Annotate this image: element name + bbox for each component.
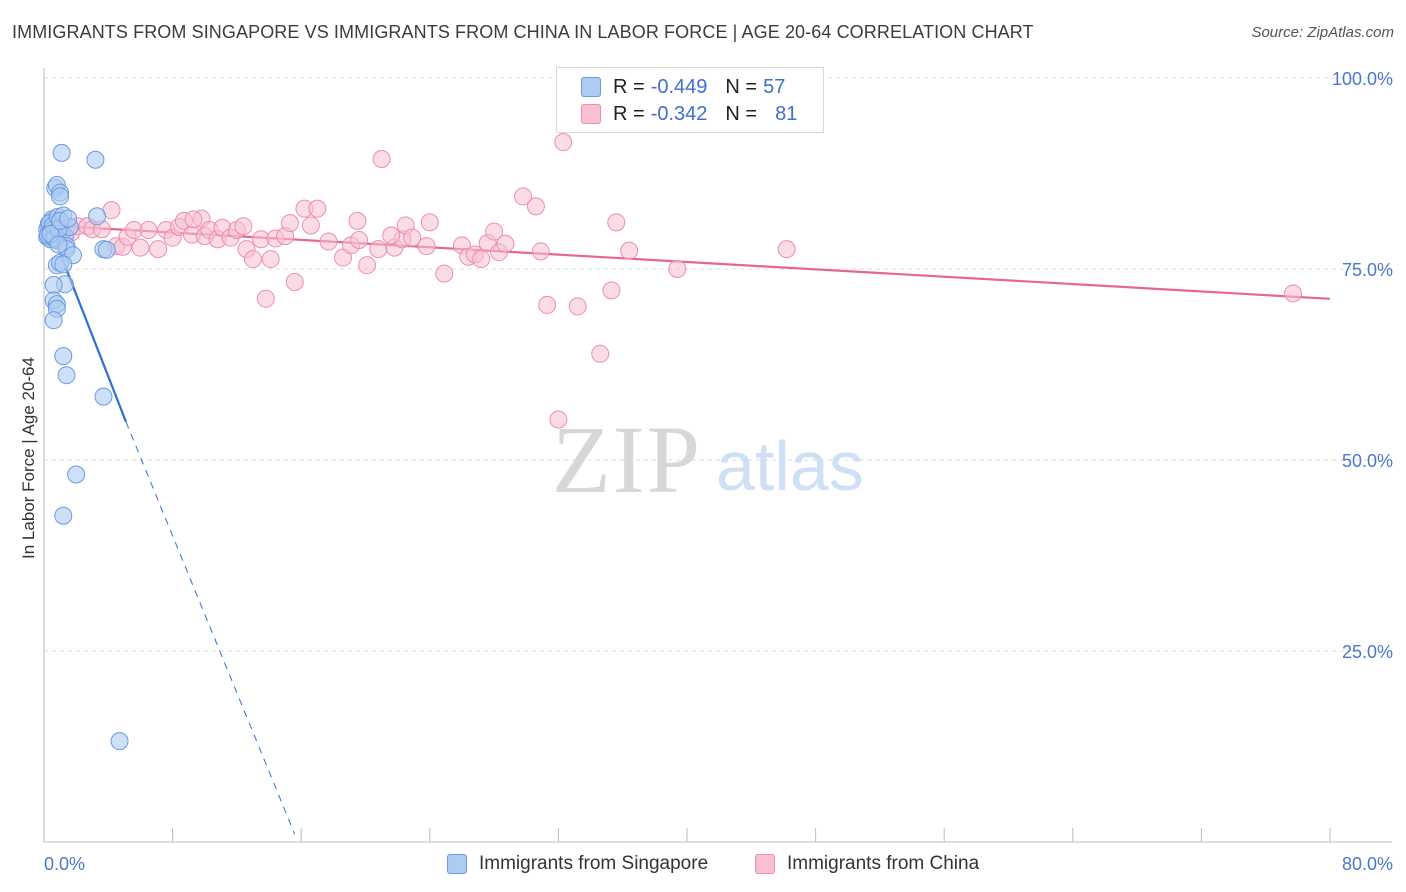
correlation-legend: R = -0.449 N = 57 R = -0.342 N = 81 [556,67,824,133]
china-point [554,133,573,152]
china-point [280,214,299,233]
china-point [372,149,391,168]
singapore-point [52,143,71,162]
singapore-point [57,366,76,385]
trend-layer [46,219,1331,835]
singapore-n-value: 57 [763,75,786,98]
bottom-china-swatch [755,854,775,874]
china-point [591,344,610,363]
singapore-point [49,235,68,254]
china-point [668,260,687,278]
points-singapore [38,143,129,751]
points-china [39,133,1303,429]
singapore-point [88,207,107,226]
singapore-point [54,255,73,274]
china-n-label: N = [725,102,758,125]
bottom-legend-china: Immigrants from China [755,852,979,876]
china-point [607,213,626,232]
china-point [403,228,422,247]
singapore-point [59,209,78,228]
china-point [139,221,158,240]
singapore-point [110,732,129,751]
source-label: Source: ZipAtlas.com [1251,24,1394,41]
china-point [777,240,796,259]
x-tick-labels: 0.0% 80.0% [44,854,1393,874]
china-point [369,240,388,259]
china-point [358,256,377,275]
china-point [301,216,320,235]
singapore-point [94,387,113,406]
legend-row-china: R = -0.342 N = 81 [581,102,797,126]
china-r-value: -0.342 [650,102,708,125]
chart-title: IMMIGRANTS FROM SINGAPORE VS IMMIGRANTS … [12,22,1034,42]
china-point [348,211,367,230]
grid-layer [44,77,1392,652]
china-point [149,240,168,259]
singapore-n-label: N = [725,75,758,98]
china-swatch [581,104,601,124]
china-point [1284,284,1303,303]
x-tick-label: 0.0% [44,854,85,874]
bottom-legend-singapore: Immigrants from Singapore [447,852,708,876]
china-point [131,238,150,257]
singapore-r-label: R = [613,75,645,98]
china-point [472,250,491,269]
china-point [319,232,338,251]
china-point [549,410,568,429]
china-point [420,213,439,232]
singapore-point [44,311,63,330]
china-point [485,222,504,241]
china-r-label: R = [613,102,645,125]
legend-row-singapore: R = -0.449 N = 57 [581,75,785,99]
china-point [538,295,557,314]
china-point [261,250,280,269]
china-n-value: 81 [775,102,798,125]
y-tick-label: 50.0% [1342,451,1393,471]
watermark-atlas: atlas [716,427,864,505]
singapore-point [54,347,73,366]
singapore-point [51,187,70,206]
bottom-china-label: Immigrants from China [787,853,980,874]
singapore-point [67,465,86,484]
y-axis-label: In Labor Force | Age 20-64 [19,357,38,559]
china-point [308,199,327,218]
china-point [184,210,203,229]
singapore-point [86,150,105,169]
singapore-r-value: -0.449 [650,75,708,98]
y-tick-labels: 100.0% 75.0% 50.0% 25.0% [1332,69,1393,662]
bottom-singapore-swatch [447,854,467,874]
china-point [435,264,454,283]
china-point [568,297,587,316]
y-tick-label: 75.0% [1342,260,1393,280]
singapore-trend-extension [125,421,296,835]
singapore-swatch [581,77,601,97]
singapore-point [44,276,63,295]
watermark-zip: ZIP [552,406,702,513]
china-point [285,272,304,291]
singapore-point [97,240,116,259]
y-tick-label: 25.0% [1342,642,1393,662]
china-point [602,281,621,300]
china-point [234,217,253,236]
china-point [531,242,550,261]
china-point [620,241,639,260]
china-point [526,197,545,216]
china-point [243,250,262,269]
china-point [382,226,401,245]
axis-layer [43,68,1392,843]
bottom-singapore-label: Immigrants from Singapore [479,853,709,874]
china-point [256,289,275,308]
singapore-point [54,506,73,525]
china-point [514,187,533,206]
china-point [496,234,515,253]
watermark: ZIP atlas [552,406,864,513]
x-tick-label: 80.0% [1342,854,1393,874]
y-tick-label: 100.0% [1332,69,1393,89]
china-point [350,230,369,249]
china-point [417,237,436,256]
